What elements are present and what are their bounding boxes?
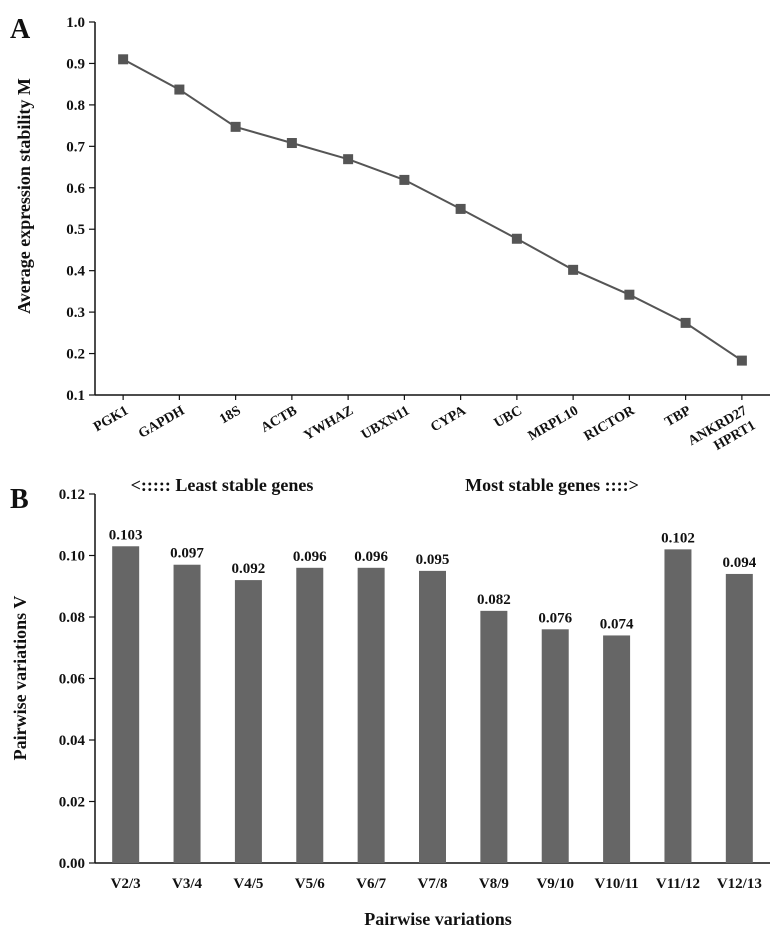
panel-b-bar [664,549,692,863]
panel-b-bar [234,580,262,863]
panel-b-y-tick-label: 0.08 [59,610,85,626]
panel-a-data-point [399,174,410,185]
panel-b-y-tick-label: 0.00 [59,856,85,872]
panel-b-bar [173,564,201,863]
panel-b-bar [296,567,324,863]
panel-a-data-point [286,138,297,149]
panel-b-y-axis-title: Pairwise variations V [10,596,30,761]
panel-a-x-tick-label: UBC [492,403,525,431]
panel-b-x-tick-labels: V2/3 V3/4 V4/5 V5/6 V6/7 V7/8 V8/9 V9/10 V10/11 V… [111,876,762,892]
panel-a-y-tick-label: 0.8 [66,98,85,114]
panel-a-data-point [230,121,241,132]
panel-a-data-point [568,264,579,275]
least-stable-annotation: <::::: Least stable genes [131,475,314,495]
panel-b-data-label: 0.076 [538,610,572,626]
panel-b-data-label: 0.094 [722,555,756,571]
panel-a-label: A [10,14,31,45]
panel-a-x-tick-label: 18S [217,403,244,427]
panel-b-x-tick-label: V3/4 [172,876,203,892]
panel-b-bar [725,573,753,863]
panel-b-data-label: 0.102 [661,530,695,546]
panel-b-bar-chart: B Pairwise variations V Pairwise variati… [10,484,770,929]
panel-b-data-label: 0.097 [170,546,204,562]
panel-a-x-tick-label: PGK1 [91,403,131,435]
panel-a-markers [118,54,747,366]
panel-b-x-tick-label: V4/5 [233,876,263,892]
panel-b-y-tick-label: 0.12 [59,487,85,503]
panel-b-data-label: 0.074 [600,616,634,632]
panel-a-data-point [455,203,466,214]
panel-a-data-point [680,317,691,328]
panel-a-y-tick-label: 0.3 [66,305,85,321]
panel-a-y-tick-label: 0.1 [66,388,85,404]
panel-a-data-point [343,154,354,165]
panel-b-bars [112,546,753,863]
panel-b-bar [357,567,385,863]
panel-b-bar [419,570,446,863]
panel-b-x-tick-label: V5/6 [295,876,326,892]
panel-a-y-tick-label: 0.6 [66,181,85,197]
panel-a-series-line [122,58,743,362]
panel-b-data-label: 0.082 [477,592,511,608]
panel-b-x-tick-label: V6/7 [356,876,387,892]
most-stable-annotation: Most stable genes ::::> [465,475,639,495]
panel-a-line-chart: A Average expression stability M 0.10.20… [10,14,770,495]
panel-a-data-point [624,289,635,300]
panel-a-x-tick-label: GAPDH [136,403,187,441]
panel-a-x-tick-label: YWHAZ [301,403,356,443]
panel-a-data-point [511,233,522,244]
panel-b-data-label: 0.096 [293,549,327,565]
panel-a-x-tick-label: CYPA [428,403,469,435]
panel-b-data-labels: 0.103 0.097 0.092 0.096 0.096 0.095 0.082 0.076… [109,527,757,632]
panel-b-bar [480,610,508,863]
panel-b-x-tick-label: V8/9 [479,876,509,892]
panel-b-x-tick-label: V12/13 [717,876,762,892]
panel-a-data-point [174,84,185,95]
panel-a-x-tick-label: MRPL10 [526,403,581,444]
panel-b-y-tick-label: 0.04 [59,733,86,749]
panel-a-y-tick-label: 0.5 [66,222,85,238]
panel-b-x-tick-label: V9/10 [536,876,574,892]
panel-b-data-label: 0.095 [416,552,450,568]
panel-a-data-point [736,355,747,366]
panel-a-x-tick-labels: PGK1 GAPDH 18S ACTB YWHAZ UBXN11 CYPA UBC MRPL10… [91,395,759,463]
panel-b-y-tick-label: 0.02 [59,795,85,811]
panel-a-y-tick-label: 1.0 [66,15,85,31]
panel-a-y-tick-label: 0.7 [66,139,85,155]
panel-b-x-tick-label: V11/12 [656,876,700,892]
panel-b-bar [603,635,631,863]
panel-a-x-tick-label: RICTOR [582,403,639,444]
panel-b-bar [112,546,140,863]
panel-a-y-tick-label: 0.4 [66,264,85,280]
panel-b-x-tick-label: V10/11 [594,876,638,892]
panel-a-x-tick-label: UBXN11 [359,403,412,442]
panel-b-data-label: 0.092 [232,561,266,577]
panel-b-x-tick-label: V7/8 [418,876,448,892]
panel-a-y-tick-label: 0.2 [66,347,85,363]
panel-b-x-tick-label: V2/3 [111,876,141,892]
panel-a-x-tick-label: ANKRD27HPRT1 [686,403,759,463]
panel-a-y-tick-label: 0.9 [66,56,85,72]
panel-b-y-ticks: 0.00 0.02 0.04 0.06 0.08 0.10 0.12 [59,487,95,872]
panel-b-y-tick-label: 0.06 [59,672,86,688]
panel-a-data-point [118,54,129,65]
panel-a-x-tick-label: TBP [663,403,694,430]
panel-b-data-label: 0.096 [354,549,388,565]
panel-b-data-label: 0.103 [109,527,143,543]
panel-a-y-axis-title: Average expression stability M [14,78,34,314]
panel-b-label: B [10,484,29,515]
panel-b-y-tick-label: 0.10 [59,549,85,565]
panel-a-y-ticks: 0.1 0.2 0.3 0.4 0.5 0.6 0.7 0.8 0.9 1.0 [66,15,95,404]
panel-b-bar [541,629,569,863]
panel-a-x-tick-label: ACTB [259,403,300,435]
panel-b-x-axis-title: Pairwise variations [364,909,511,929]
